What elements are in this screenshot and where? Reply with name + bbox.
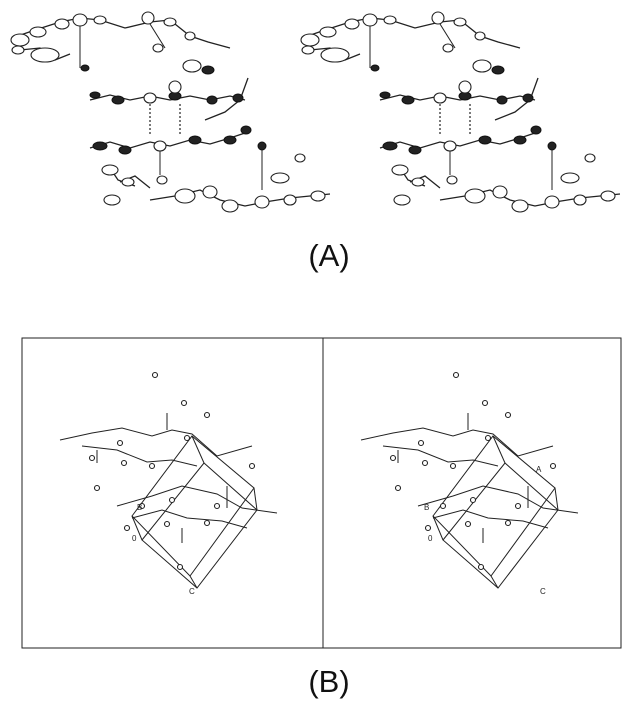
stereo-right-b bbox=[361, 373, 578, 589]
axis-label: C bbox=[189, 587, 195, 596]
panel-frame bbox=[22, 338, 621, 648]
axis-label: A bbox=[536, 465, 542, 474]
stereo-left-a bbox=[11, 12, 330, 212]
axis-label: 0 bbox=[132, 534, 137, 543]
panel-label: (A) bbox=[308, 238, 349, 273]
stereo-left-b bbox=[60, 373, 277, 589]
body: (A) B 0 C A B 0 C (B) (() => { const dat… bbox=[0, 0, 622, 702]
page: {"panel_a": {"label": "(A)"}, "panel_b":… bbox=[0, 0, 622, 702]
figure: (A) B 0 C A B 0 C (B) bbox=[0, 0, 622, 702]
stereo-right-a bbox=[301, 12, 620, 212]
axis-label: B bbox=[137, 503, 142, 512]
axis-label: C bbox=[540, 587, 546, 596]
axis-label: 0 bbox=[428, 534, 433, 543]
axis-label: B bbox=[424, 503, 429, 512]
panel-label: (B) bbox=[308, 664, 349, 699]
